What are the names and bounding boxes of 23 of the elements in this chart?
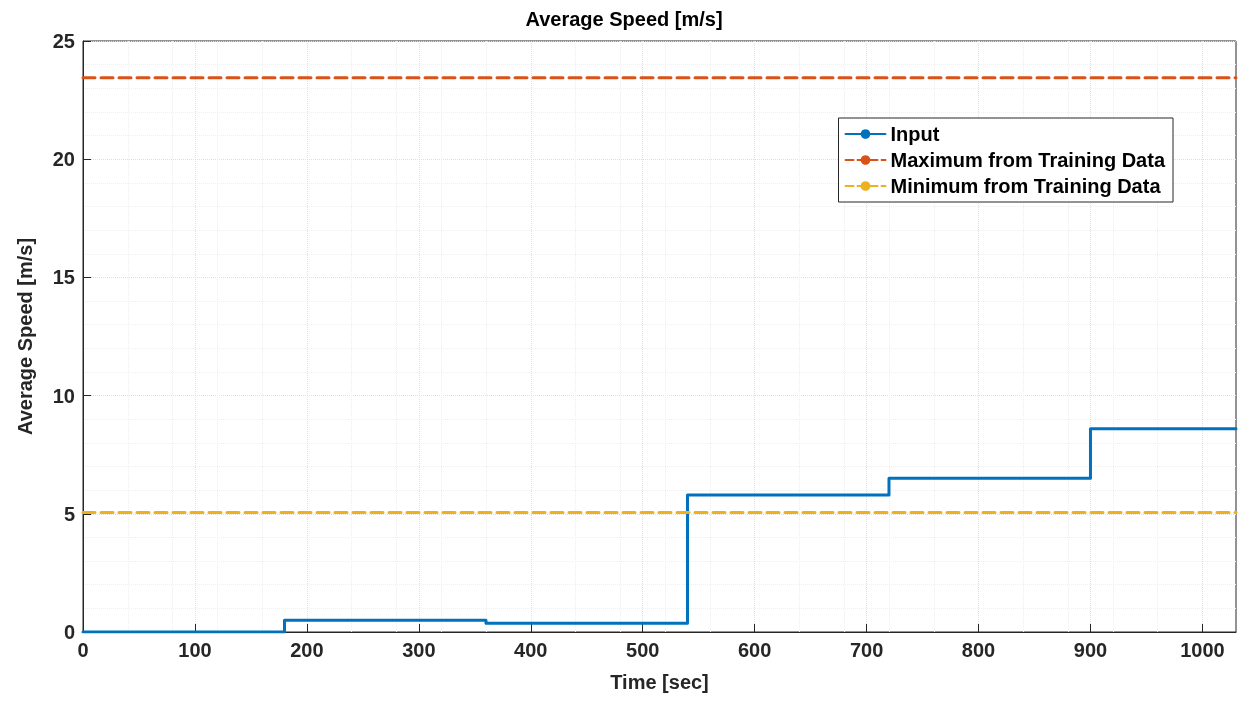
y-axis-title: Average Speed [m/s] <box>14 237 36 436</box>
chart-title: Average Speed [m/s] <box>525 8 723 30</box>
x-tick-label: 700 <box>849 639 884 661</box>
x-tick-label: 500 <box>626 639 660 661</box>
legend-label: Minimum from Training Data <box>890 175 1162 197</box>
legend-label: Maximum from Training Data <box>890 149 1166 171</box>
x-tick-label: 100 <box>178 639 212 661</box>
x-tick-label: 300 <box>402 639 436 661</box>
x-tick-label: 400 <box>514 639 548 661</box>
x-tick-label: 600 <box>737 639 772 661</box>
x-tick-label: 0 <box>77 639 89 661</box>
x-axis-title: Time [sec] <box>610 671 709 693</box>
y-tick-label: 20 <box>52 148 75 171</box>
y-tick-label: 5 <box>63 502 75 525</box>
legend-label: Input <box>890 123 940 145</box>
y-tick-label: 15 <box>52 266 75 289</box>
x-tick-label: 1000 <box>1180 639 1225 661</box>
x-tick-label: 200 <box>290 639 324 661</box>
y-tick-label: 25 <box>52 30 75 52</box>
x-tick-label: 900 <box>1073 639 1108 661</box>
y-tick-label: 0 <box>63 621 75 643</box>
x-tick-label: 800 <box>961 639 996 661</box>
y-tick-label: 10 <box>52 384 75 407</box>
